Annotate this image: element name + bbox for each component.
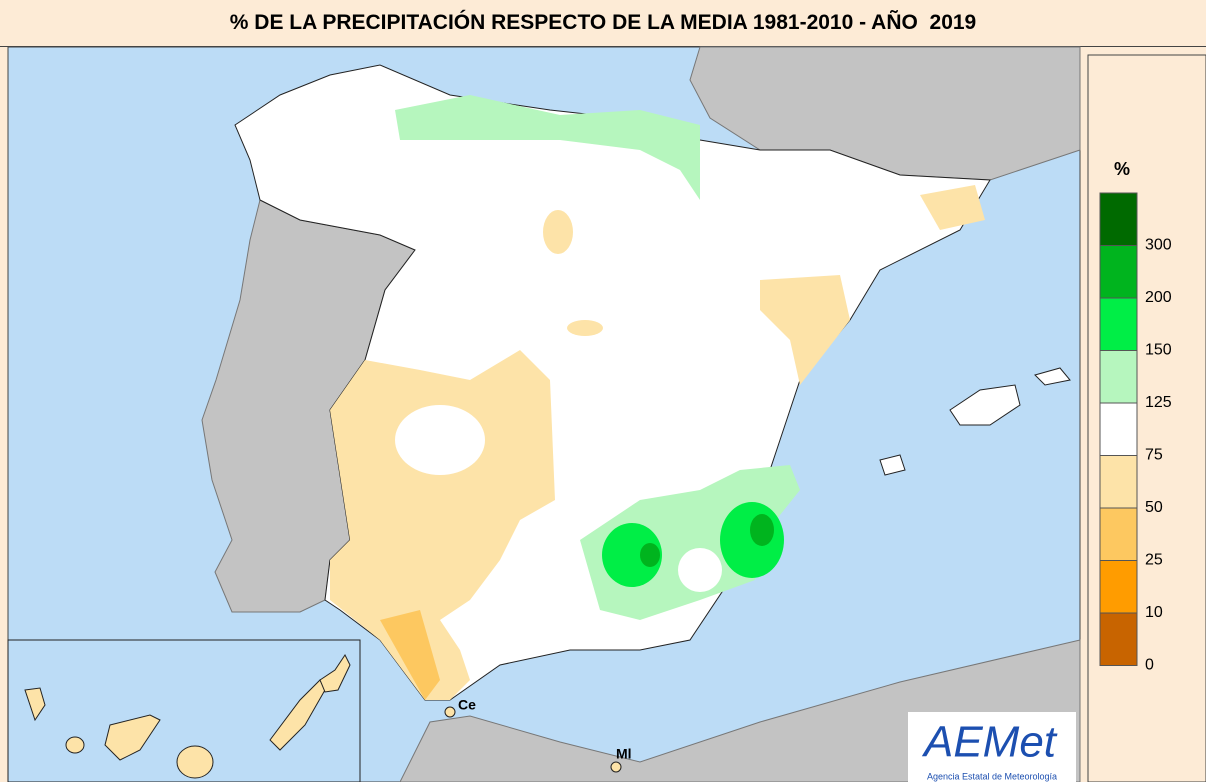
dry-area bbox=[330, 350, 555, 700]
island bbox=[104, 714, 161, 761]
dry-area bbox=[543, 210, 573, 254]
legend-swatch bbox=[1099, 507, 1138, 561]
legend-swatch bbox=[1099, 192, 1138, 246]
legend-label: 200 bbox=[1145, 289, 1172, 306]
legend-label: 150 bbox=[1145, 342, 1172, 359]
legend-swatch bbox=[1099, 350, 1138, 404]
dry-area bbox=[920, 185, 985, 230]
wet-area bbox=[395, 95, 700, 200]
very-dry-area bbox=[380, 610, 440, 700]
wet-area bbox=[720, 502, 784, 578]
canary-islands bbox=[24, 654, 351, 779]
dry-area bbox=[567, 320, 603, 336]
legend-label: 125 bbox=[1145, 394, 1172, 411]
legend-label: 75 bbox=[1145, 447, 1163, 464]
place-label: Ce bbox=[458, 697, 476, 713]
ceuta bbox=[444, 706, 456, 718]
legend-label: 25 bbox=[1145, 552, 1163, 569]
dry-area bbox=[760, 275, 850, 385]
island bbox=[319, 654, 351, 693]
legend-swatch bbox=[1099, 612, 1138, 666]
island bbox=[65, 736, 85, 754]
normal-area bbox=[678, 548, 722, 592]
menorca bbox=[1034, 367, 1071, 386]
legend: 300 200 150 125 75 50 25 10 0 bbox=[1099, 192, 1172, 674]
legend-label: 0 bbox=[1145, 657, 1154, 674]
logo-box bbox=[908, 712, 1076, 782]
map-title: % DE LA PRECIPITACIÓN RESPECTO DE LA MED… bbox=[0, 0, 1206, 47]
island bbox=[176, 745, 214, 779]
wet-areas bbox=[395, 95, 800, 620]
melilla bbox=[610, 761, 622, 773]
wet-area bbox=[640, 543, 660, 567]
ibiza bbox=[879, 454, 906, 476]
logo: AEMet bbox=[921, 718, 1058, 767]
legend-swatch bbox=[1099, 245, 1138, 299]
island bbox=[24, 687, 46, 722]
legend-label: 10 bbox=[1145, 604, 1163, 621]
dry-areas bbox=[330, 185, 1012, 700]
legend-swatch bbox=[1099, 297, 1138, 351]
legend-unit: % bbox=[1114, 159, 1130, 179]
wet-area bbox=[750, 514, 774, 546]
legend-label: 300 bbox=[1145, 237, 1172, 254]
wet-area bbox=[602, 523, 662, 587]
legend-label: 50 bbox=[1145, 499, 1163, 516]
legend-swatch bbox=[1099, 560, 1138, 614]
legend-swatch bbox=[1099, 402, 1138, 456]
normal-area bbox=[395, 405, 485, 475]
place-label: Ml bbox=[616, 746, 632, 762]
legend-swatch bbox=[1099, 455, 1138, 509]
logo-subtitle: Agencia Estatal de Meteorología bbox=[927, 771, 1057, 781]
mallorca bbox=[949, 384, 1021, 426]
